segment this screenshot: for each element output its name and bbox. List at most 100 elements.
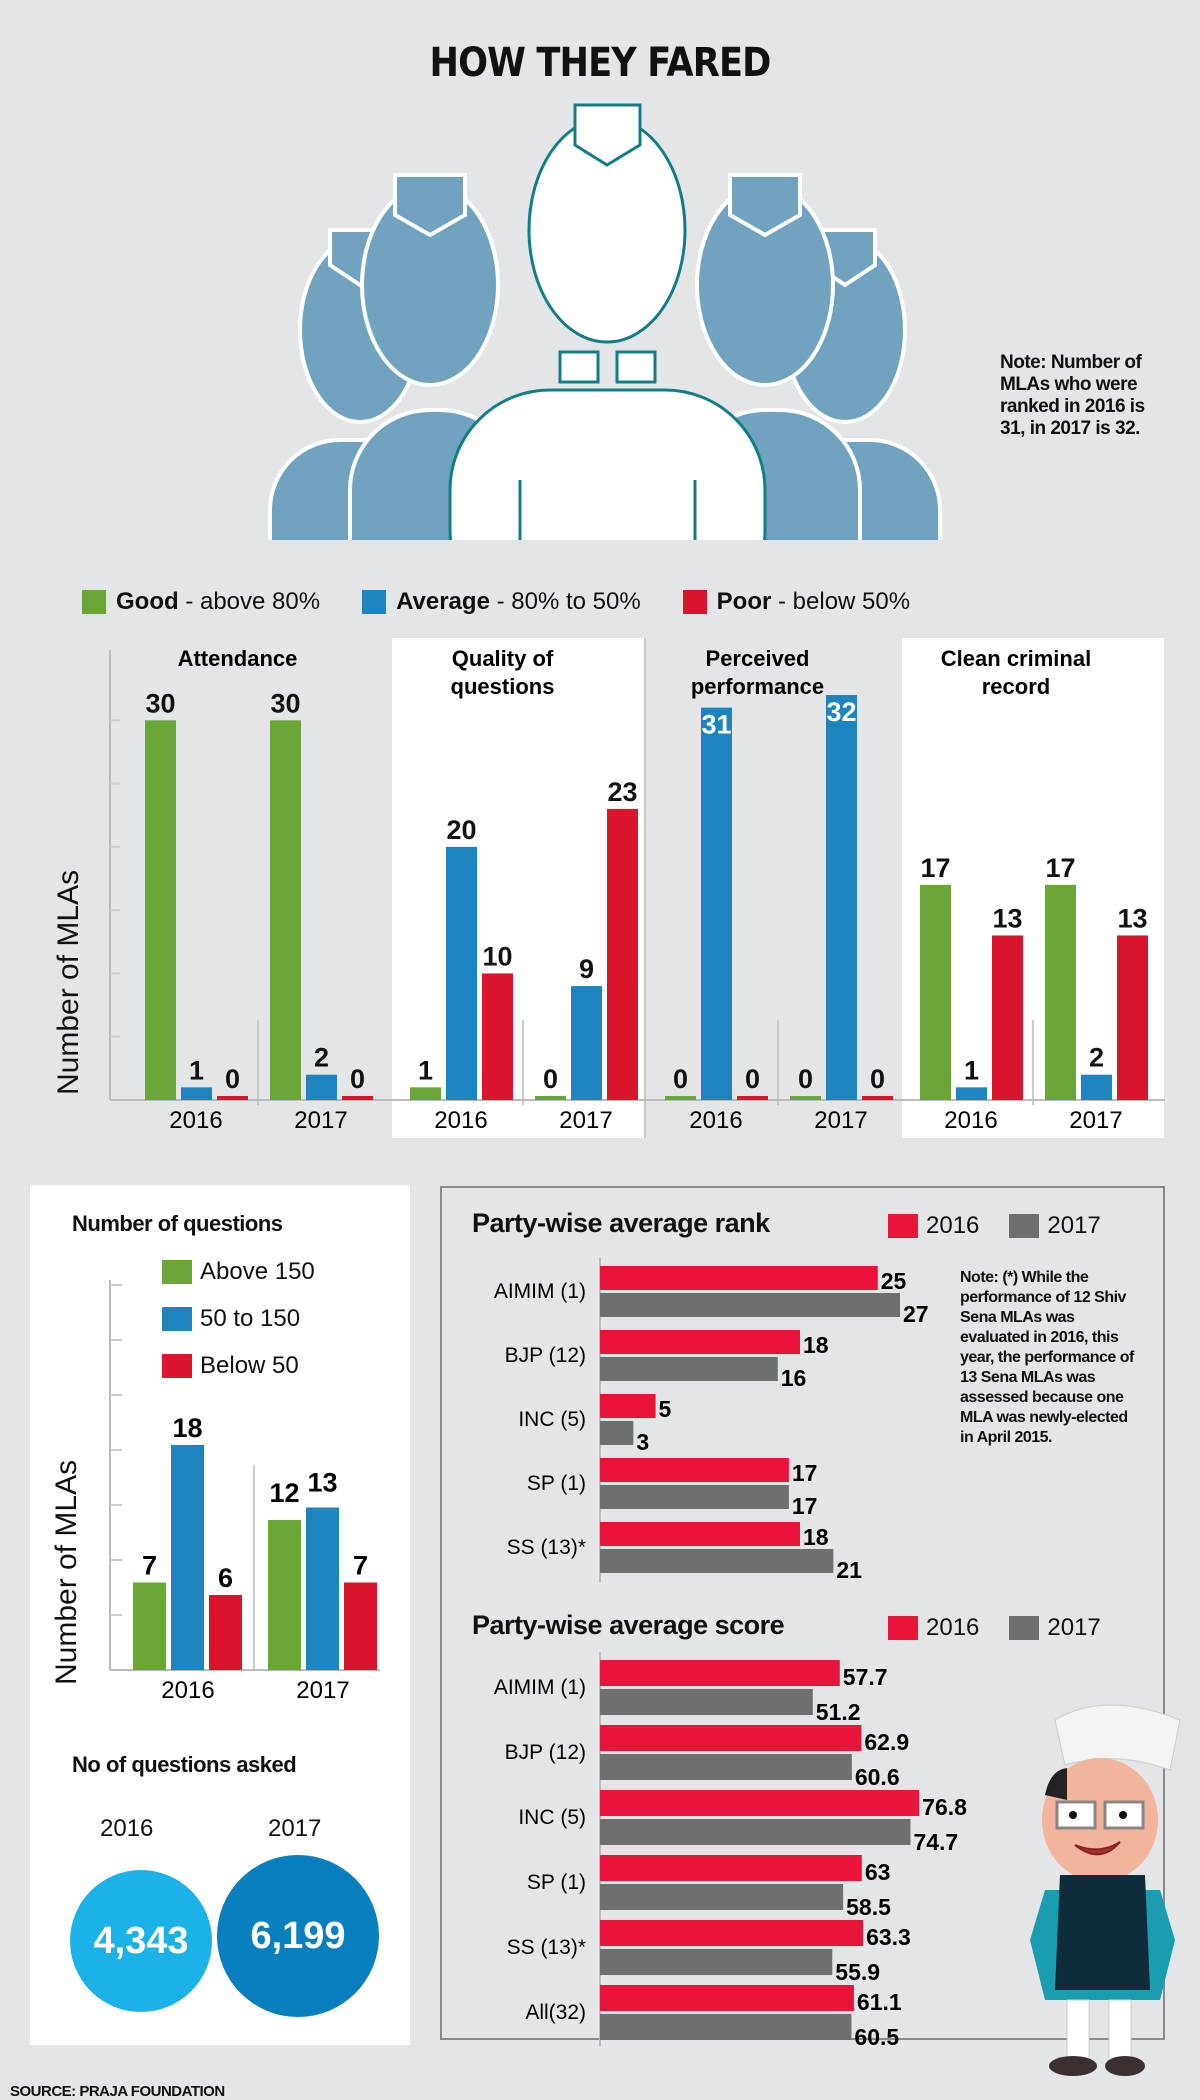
bar-label: 0 [350, 1064, 365, 1094]
bar [482, 973, 513, 1100]
bar-label: 5 [659, 1396, 672, 1422]
bar-label: 9 [579, 954, 594, 984]
bar-label: 60.6 [855, 1764, 900, 1790]
rank-chart: AIMIM (1) 25 27 BJP (12) 18 16 INC (5) 53 SP (1)… [494, 1258, 929, 1583]
bar [306, 1507, 339, 1670]
legend-label: 2017 [1047, 1212, 1101, 1239]
bar [600, 1330, 800, 1354]
panel-title-line: Clean criminal [941, 646, 1091, 671]
cap-icon [728, 173, 802, 238]
x-tick-label: 2017 [1069, 1107, 1122, 1134]
politician-cartoon [1030, 1704, 1181, 2076]
panel-title-line: Attendance [178, 646, 298, 671]
face [1042, 1758, 1158, 1882]
bar [862, 1096, 893, 1100]
x-tick-label: 2016 [689, 1107, 742, 1134]
bar-label: 63.3 [866, 1924, 911, 1950]
category-label: AIMIM (1) [494, 1676, 586, 1699]
bar-label: 57.7 [843, 1664, 888, 1690]
bar-label: 63 [865, 1859, 891, 1885]
bar [790, 1096, 821, 1100]
bar [306, 1074, 337, 1100]
bar-label: 17 [920, 853, 950, 883]
bar-label: 20 [446, 815, 476, 845]
legend-swatch [162, 1354, 192, 1378]
bar-label: 32 [826, 697, 856, 727]
bar-label: 18 [803, 1524, 829, 1550]
bar-label: 18 [172, 1413, 202, 1443]
bar [600, 1790, 920, 1816]
bar-label: 1 [189, 1055, 204, 1085]
bar [600, 1293, 900, 1317]
bar [133, 1582, 166, 1670]
panel-title: Attendance [178, 646, 298, 671]
bar [992, 935, 1023, 1100]
category-label: AIMIM (1) [494, 1280, 586, 1303]
bar [607, 808, 638, 1100]
legend-below50: Below 50 [162, 1352, 299, 1380]
bar-label: 31 [701, 710, 731, 740]
bar [209, 1595, 242, 1670]
score-chart: AIMIM (1) 57.7 51.2 BJP (12) 62.9 60.6 INC (5)… [494, 1652, 967, 2050]
bar-label: 0 [225, 1064, 240, 1094]
bar [600, 1754, 852, 1780]
bar-label: 16 [781, 1365, 807, 1391]
x-tick-label: 2016 [944, 1107, 997, 1134]
bar-label: 21 [836, 1557, 862, 1583]
category-label: BJP (12) [505, 1741, 586, 1764]
bar [600, 1985, 854, 2011]
mlas-illustration [268, 103, 942, 540]
bar [600, 1949, 833, 1975]
bar-label: 23 [607, 777, 637, 807]
bar-label: 0 [870, 1064, 885, 1094]
bar [600, 1660, 840, 1686]
score-title: Party-wise average score [472, 1610, 785, 1640]
legend-swatch-2017 [1009, 1616, 1040, 1640]
panel-title: Quality of questions [451, 646, 555, 699]
bar [1117, 935, 1148, 1100]
category-label: BJP (12) [505, 1344, 586, 1367]
legend-swatch [682, 590, 707, 614]
top-note: Note: Number of MLAs who were ranked in … [1000, 352, 1145, 439]
rank-note: Note: (*) While the performance of 12 Sh… [960, 1269, 1134, 1446]
cap-icon [393, 173, 467, 238]
legend: Good - above 80% Average - 80% to 50% Poor… [82, 588, 910, 616]
bar [600, 1485, 789, 1509]
x-tick-label: 2017 [296, 1677, 349, 1704]
bar-label: 0 [543, 1064, 558, 1094]
bar [600, 1549, 834, 1573]
bar [1045, 884, 1076, 1100]
bar-label: 1 [964, 1055, 979, 1085]
legend-label: Above 150 [200, 1258, 315, 1285]
bar [270, 720, 301, 1100]
bar-label: 30 [145, 688, 175, 718]
legend-above150: Above 150 [162, 1258, 315, 1286]
x-tick-label: 2017 [294, 1107, 347, 1134]
legend-swatch-2016 [888, 1616, 918, 1640]
bar [342, 1096, 373, 1100]
legend-swatch [162, 1260, 192, 1284]
legend-swatch [162, 1307, 192, 1331]
asked-title: No of questions asked [72, 1752, 297, 1777]
legend-swatch [82, 590, 106, 614]
bar [701, 707, 732, 1100]
bar-label: 60.5 [854, 2024, 899, 2050]
panel-title-line: performance [691, 674, 824, 699]
source: SOURCE: PRAJA FOUNDATION [10, 2083, 225, 2100]
bar-label: 17 [1045, 853, 1075, 883]
bar-label: 51.2 [816, 1699, 861, 1725]
bar [600, 1920, 864, 1946]
cap-icon [1054, 1704, 1181, 1771]
asked-year-2017: 2017 [268, 1815, 322, 1842]
bar-label: 0 [673, 1064, 688, 1094]
score-legend: 2016 2017 [888, 1614, 1101, 1642]
rank-legend: 2016 2017 [888, 1212, 1101, 1240]
legend-item: Good - above 80% [82, 588, 320, 616]
bubble-2016: 4,343 [70, 1870, 212, 2012]
bar-label: 62.9 [864, 1729, 909, 1755]
bar-label: 58.5 [846, 1894, 891, 1920]
category-label: SS (13)* [507, 1936, 586, 1959]
vest [1055, 1875, 1150, 1990]
bar [181, 1087, 212, 1100]
bar-label: 76.8 [922, 1794, 967, 1820]
